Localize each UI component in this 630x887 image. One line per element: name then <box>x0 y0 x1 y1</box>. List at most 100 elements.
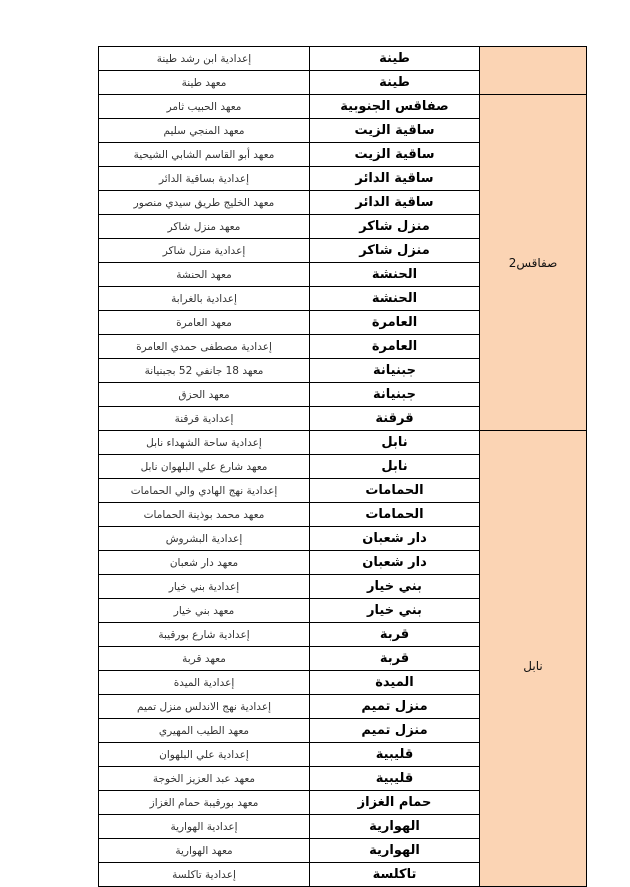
table-row: جبنيانة معهد 18 جانفي 52 بجبنيانة <box>98 358 587 383</box>
school-cell: معهد العامرة <box>98 310 310 335</box>
city-cell: العامرة <box>309 334 480 359</box>
school-cell: معهد بورقيبة حمام الغزاز <box>98 790 310 815</box>
school-cell: إعدادية بني خيار <box>98 574 310 599</box>
city-cell: دار شعبان <box>309 550 480 575</box>
city-cell: بني خيار <box>309 574 480 599</box>
table-row: العامرة معهد العامرة <box>98 310 587 335</box>
table-row: الميدة إعدادية الميدة <box>98 670 587 695</box>
school-cell: إعدادية الهوارية <box>98 814 310 839</box>
city-cell: منزل تميم <box>309 694 480 719</box>
city-cell: قربة <box>309 646 480 671</box>
school-cell: إعدادية بساقية الدائر <box>98 166 310 191</box>
city-cell: نابل <box>309 430 480 455</box>
table-row: نابل نابل إعدادية ساحة الشهداء نابل <box>98 430 587 887</box>
school-cell: معهد قربة <box>98 646 310 671</box>
school-cell: معهد الحنشة <box>98 262 310 287</box>
school-cell: إعدادية ساحة الشهداء نابل <box>98 430 310 455</box>
table-row: حمام الغزاز معهد بورقيبة حمام الغزاز <box>98 790 587 815</box>
city-cell: صفاقس الجنوبية <box>309 94 480 119</box>
city-cell: الحنشة <box>309 286 480 311</box>
table-row: جبنيانة معهد الحزق <box>98 382 587 407</box>
table-row: منزل شاكر معهد منزل شاكر <box>98 214 587 239</box>
school-cell: إعدادية نهج الاندلس منزل تميم <box>98 694 310 719</box>
city-cell: الحنشة <box>309 262 480 287</box>
region-cell: نابل <box>479 430 587 887</box>
school-cell: إعدادية قرقنة <box>98 406 310 431</box>
school-cell: إعدادية شارع بورقيبة <box>98 622 310 647</box>
city-cell: قليبية <box>309 742 480 767</box>
city-cell: طينة <box>309 46 480 71</box>
school-cell: إعدادية الميدة <box>98 670 310 695</box>
table-row: ساقية الزيت معهد المنجي سليم <box>98 118 587 143</box>
city-cell: الهوارية <box>309 838 480 863</box>
table-row: دار شعبان إعدادية البشروش <box>98 526 587 551</box>
region-cell: صفاقس2 <box>479 94 587 431</box>
school-cell: إعدادية البشروش <box>98 526 310 551</box>
city-cell: منزل شاكر <box>309 214 480 239</box>
school-cell: معهد شارع علي البلهوان نابل <box>98 454 310 479</box>
school-cell: معهد طينة <box>98 70 310 95</box>
table-row: طينة إعدادية ابن رشد طينة <box>98 46 587 95</box>
school-cell: إعدادية نهج الهادي والي الحمامات <box>98 478 310 503</box>
city-cell: طينة <box>309 70 480 95</box>
table-row: طينة معهد طينة <box>98 70 587 95</box>
table-row: ساقية الدائر معهد الخليج طريق سيدي منصور <box>98 190 587 215</box>
city-cell: بني خيار <box>309 598 480 623</box>
school-cell: معهد الخليج طريق سيدي منصور <box>98 190 310 215</box>
region-label: نابل <box>523 659 543 673</box>
city-cell: دار شعبان <box>309 526 480 551</box>
city-cell: نابل <box>309 454 480 479</box>
table-row: ساقية الزيت معهد أبو القاسم الشابي الشيحي… <box>98 142 587 167</box>
school-cell: معهد الهوارية <box>98 838 310 863</box>
school-cell: إعدادية ابن رشد طينة <box>98 46 310 71</box>
city-cell: الحمامات <box>309 502 480 527</box>
city-cell: جبنيانة <box>309 358 480 383</box>
table-row: صفاقس2 صفاقس الجنوبية معهد الحبيب ثامر <box>98 94 587 431</box>
table-row: منزل شاكر إعدادية منزل شاكر <box>98 238 587 263</box>
city-cell: منزل شاكر <box>309 238 480 263</box>
city-cell: ساقية الزيت <box>309 142 480 167</box>
school-cell: معهد الحبيب ثامر <box>98 94 310 119</box>
region-label: صفاقس2 <box>508 255 558 270</box>
city-cell: ساقية الدائر <box>309 166 480 191</box>
table-row: بني خيار إعدادية بني خيار <box>98 574 587 599</box>
city-cell: قليبية <box>309 766 480 791</box>
school-cell: معهد منزل شاكر <box>98 214 310 239</box>
city-cell: حمام الغزاز <box>309 790 480 815</box>
city-cell: ساقية الزيت <box>309 118 480 143</box>
school-cell: إعدادية علي البلهوان <box>98 742 310 767</box>
school-cell: إعدادية بالغرابة <box>98 286 310 311</box>
city-cell: منزل تميم <box>309 718 480 743</box>
table-row: بني خيار معهد بني خيار <box>98 598 587 623</box>
school-cell: معهد بني خيار <box>98 598 310 623</box>
city-cell: العامرة <box>309 310 480 335</box>
city-cell: قرقنة <box>309 406 480 431</box>
table-row: قربة إعدادية شارع بورقيبة <box>98 622 587 647</box>
school-cell: معهد عبد العزيز الخوجة <box>98 766 310 791</box>
city-cell: تاكلسة <box>309 862 480 887</box>
city-cell: الهوارية <box>309 814 480 839</box>
school-cell: معهد الحزق <box>98 382 310 407</box>
table-row: منزل تميم إعدادية نهج الاندلس منزل تميم <box>98 694 587 719</box>
city-cell: قربة <box>309 622 480 647</box>
city-cell: جبنيانة <box>309 382 480 407</box>
city-cell: الميدة <box>309 670 480 695</box>
city-cell: الحمامات <box>309 478 480 503</box>
table-row: الحنشة معهد الحنشة <box>98 262 587 287</box>
city-cell: ساقية الدائر <box>309 190 480 215</box>
schools-table: طينة إعدادية ابن رشد طينة طينة معهد طينة صفا… <box>98 46 587 887</box>
school-cell: معهد محمد بوذينة الحمامات <box>98 502 310 527</box>
school-cell: إعدادية تاكلسة <box>98 862 310 887</box>
table-row: الهوارية إعدادية الهوارية <box>98 814 587 839</box>
school-cell: إعدادية منزل شاكر <box>98 238 310 263</box>
table-row: ساقية الدائر إعدادية بساقية الدائر <box>98 166 587 191</box>
school-cell: معهد المنجي سليم <box>98 118 310 143</box>
table-row: منزل تميم معهد الطيب المهيري <box>98 718 587 743</box>
school-cell: معهد الطيب المهيري <box>98 718 310 743</box>
region-cell <box>479 46 587 95</box>
school-cell: معهد أبو القاسم الشابي الشيحية <box>98 142 310 167</box>
table-row: قرقنة إعدادية قرقنة <box>98 406 587 431</box>
school-cell: معهد دار شعبان <box>98 550 310 575</box>
school-cell: إعدادية مصطفى حمدي العامرة <box>98 334 310 359</box>
school-cell: معهد 18 جانفي 52 بجبنيانة <box>98 358 310 383</box>
